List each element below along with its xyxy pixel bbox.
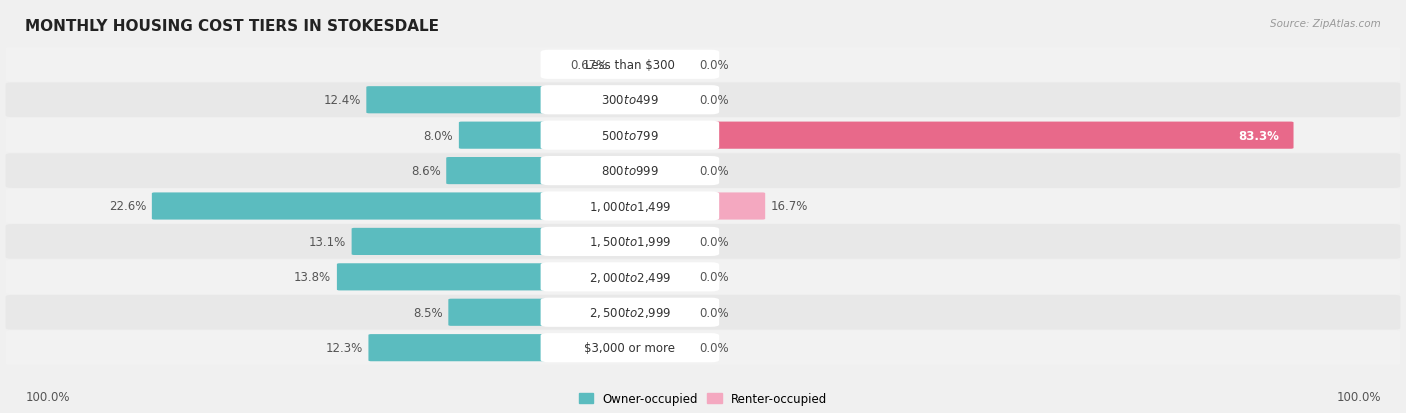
FancyBboxPatch shape [540, 263, 720, 292]
Text: MONTHLY HOUSING COST TIERS IN STOKESDALE: MONTHLY HOUSING COST TIERS IN STOKESDALE [25, 19, 439, 33]
FancyBboxPatch shape [458, 122, 633, 150]
FancyBboxPatch shape [6, 330, 1400, 365]
FancyBboxPatch shape [152, 193, 633, 220]
Text: 0.0%: 0.0% [699, 306, 728, 319]
FancyBboxPatch shape [540, 227, 720, 256]
FancyBboxPatch shape [627, 228, 693, 255]
FancyBboxPatch shape [446, 158, 633, 185]
Text: $500 to $799: $500 to $799 [600, 129, 659, 142]
FancyBboxPatch shape [6, 119, 1400, 153]
Text: 8.5%: 8.5% [413, 306, 443, 319]
Text: 8.0%: 8.0% [423, 129, 453, 142]
FancyBboxPatch shape [540, 51, 720, 80]
FancyBboxPatch shape [627, 263, 693, 291]
Text: 12.3%: 12.3% [326, 342, 363, 354]
Text: 0.0%: 0.0% [699, 235, 728, 248]
Text: 12.4%: 12.4% [323, 94, 361, 107]
Text: 13.8%: 13.8% [294, 271, 332, 284]
FancyBboxPatch shape [352, 228, 633, 255]
FancyBboxPatch shape [540, 298, 720, 327]
Text: 0.0%: 0.0% [699, 271, 728, 284]
FancyBboxPatch shape [627, 299, 693, 326]
Text: $1,500 to $1,999: $1,500 to $1,999 [589, 235, 671, 249]
FancyBboxPatch shape [6, 295, 1400, 330]
Text: 83.3%: 83.3% [1239, 129, 1279, 142]
Text: 16.7%: 16.7% [770, 200, 808, 213]
Text: $2,000 to $2,499: $2,000 to $2,499 [589, 270, 671, 284]
FancyBboxPatch shape [627, 193, 765, 220]
Legend: Owner-occupied, Renter-occupied: Owner-occupied, Renter-occupied [579, 392, 827, 405]
FancyBboxPatch shape [6, 154, 1400, 188]
FancyBboxPatch shape [337, 263, 633, 291]
FancyBboxPatch shape [540, 121, 720, 150]
FancyBboxPatch shape [627, 122, 1294, 150]
FancyBboxPatch shape [6, 260, 1400, 294]
FancyBboxPatch shape [540, 157, 720, 186]
Text: Less than $300: Less than $300 [585, 59, 675, 71]
Text: 0.67%: 0.67% [569, 59, 607, 71]
Text: 13.1%: 13.1% [309, 235, 346, 248]
Text: 100.0%: 100.0% [25, 390, 70, 403]
FancyBboxPatch shape [627, 52, 693, 79]
Text: 22.6%: 22.6% [108, 200, 146, 213]
Text: $3,000 or more: $3,000 or more [585, 342, 675, 354]
FancyBboxPatch shape [613, 52, 633, 79]
FancyBboxPatch shape [449, 299, 633, 326]
FancyBboxPatch shape [6, 225, 1400, 259]
FancyBboxPatch shape [6, 189, 1400, 224]
Text: $2,500 to $2,999: $2,500 to $2,999 [589, 306, 671, 320]
FancyBboxPatch shape [6, 48, 1400, 83]
Text: $800 to $999: $800 to $999 [600, 165, 659, 178]
FancyBboxPatch shape [627, 158, 693, 185]
FancyBboxPatch shape [540, 86, 720, 115]
Text: $300 to $499: $300 to $499 [600, 94, 659, 107]
FancyBboxPatch shape [627, 87, 693, 114]
Text: 8.6%: 8.6% [411, 165, 440, 178]
Text: 0.0%: 0.0% [699, 165, 728, 178]
FancyBboxPatch shape [540, 333, 720, 362]
FancyBboxPatch shape [6, 83, 1400, 118]
FancyBboxPatch shape [367, 87, 633, 114]
FancyBboxPatch shape [540, 192, 720, 221]
Text: 0.0%: 0.0% [699, 59, 728, 71]
Text: $1,000 to $1,499: $1,000 to $1,499 [589, 199, 671, 214]
Text: 0.0%: 0.0% [699, 342, 728, 354]
FancyBboxPatch shape [368, 334, 633, 361]
Text: Source: ZipAtlas.com: Source: ZipAtlas.com [1270, 19, 1381, 28]
Text: 0.0%: 0.0% [699, 94, 728, 107]
Text: 100.0%: 100.0% [1336, 390, 1381, 403]
FancyBboxPatch shape [627, 334, 693, 361]
